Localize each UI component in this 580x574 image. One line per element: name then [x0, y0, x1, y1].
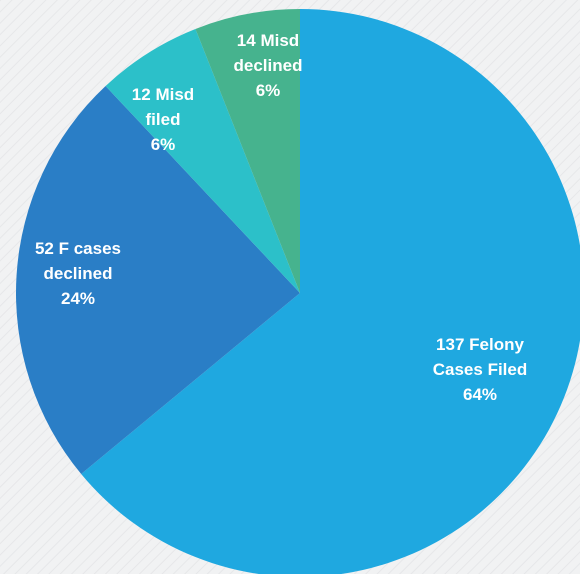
- category: Misd filed: [145, 85, 195, 129]
- slice-label-text: 12 Misd filed 6%: [118, 82, 208, 157]
- slice-label: 14 Misd declined 6%: [223, 28, 313, 103]
- slice-label: 137 Felony Cases Filed 64%: [415, 332, 545, 407]
- percent: 64%: [462, 385, 498, 404]
- pie-slice: [81, 9, 580, 574]
- slice-label: 12 Misd filed 6%: [118, 82, 208, 157]
- count: 14: [236, 31, 256, 50]
- percent: 6%: [255, 81, 281, 100]
- count: 52: [34, 239, 54, 258]
- count: 12: [131, 85, 151, 104]
- slice-label: 52 F cases declined 24%: [23, 236, 133, 311]
- category: Misd declined: [233, 31, 303, 75]
- percent: 6%: [150, 135, 176, 154]
- slice-label-text: 14 Misd declined 6%: [223, 28, 313, 103]
- count: 137: [436, 335, 465, 354]
- pie-slice: [105, 28, 300, 293]
- category: F cases declined: [43, 239, 122, 283]
- slice-label-text: 52 F cases declined 24%: [23, 236, 133, 311]
- category: Felony Cases Filed: [432, 335, 528, 379]
- slice-label-text: 137 Felony Cases Filed 64%: [415, 332, 545, 407]
- pie-slice: [16, 85, 301, 475]
- pie-slice: [195, 9, 300, 293]
- percent: 24%: [60, 289, 96, 308]
